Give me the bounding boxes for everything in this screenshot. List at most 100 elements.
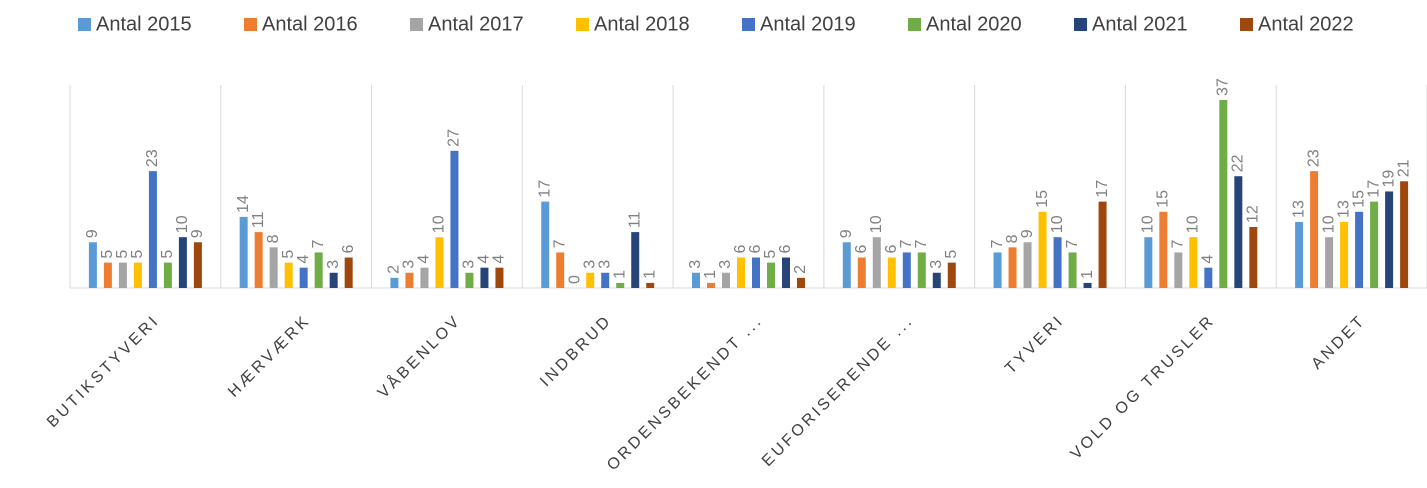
bar [902, 252, 911, 288]
legend-swatch [78, 18, 91, 31]
bar [1310, 171, 1319, 288]
legend-label: Antal 2021 [1092, 13, 1188, 35]
value-label: 4 [491, 255, 508, 264]
value-label: 23 [1305, 149, 1322, 167]
value-label: 7 [913, 239, 930, 248]
bar [541, 201, 550, 288]
value-label: 7 [551, 239, 568, 248]
x-tick-label: EUFORISERENDE ... [759, 312, 917, 470]
bar [1249, 227, 1258, 288]
value-label: 3 [596, 260, 613, 269]
value-label: 10 [1049, 215, 1066, 233]
value-label: 8 [265, 234, 282, 243]
bar [601, 272, 610, 288]
value-label: 15 [1034, 190, 1051, 208]
bar [435, 237, 444, 288]
value-label: 10 [174, 215, 191, 233]
x-tick-label: HÆRVÆRK [225, 312, 314, 401]
legend-label: Antal 2018 [594, 13, 690, 35]
value-label: 5 [159, 250, 176, 259]
bar [1295, 221, 1304, 288]
value-label: 17 [1094, 180, 1111, 198]
bar [797, 277, 805, 288]
value-label: 7 [1170, 239, 1187, 248]
value-label: 1 [1079, 270, 1096, 279]
value-label: 10 [868, 215, 885, 233]
bar [1098, 201, 1107, 288]
value-label: 12 [1245, 205, 1262, 223]
bar [193, 242, 202, 288]
value-label: 3 [717, 260, 734, 269]
bar [872, 237, 881, 288]
value-label: 22 [1230, 154, 1247, 172]
value-label: 5 [762, 250, 779, 259]
bar [495, 267, 504, 288]
bar [405, 272, 414, 288]
bar [1038, 211, 1047, 288]
value-label: 6 [340, 245, 357, 254]
bar [118, 262, 127, 288]
legend-swatch [410, 18, 423, 31]
value-label: 21 [1395, 159, 1412, 177]
value-label: 10 [1140, 215, 1157, 233]
bar [1325, 237, 1334, 288]
value-label: 13 [1290, 200, 1307, 218]
value-label: 3 [325, 260, 342, 269]
value-label: 4 [1200, 255, 1217, 264]
legend-swatch [244, 18, 257, 31]
value-label: 7 [989, 239, 1006, 248]
bar [239, 216, 248, 288]
value-label: 3 [461, 260, 478, 269]
bar [917, 252, 926, 288]
x-tick-label: INDBRUD [537, 312, 615, 390]
value-label: 1 [641, 270, 658, 279]
legend-swatch [576, 18, 589, 31]
x-tick-label: ORDENSBEKENDT ... [604, 312, 766, 474]
value-label: 7 [898, 239, 915, 248]
legend-label: Antal 2020 [926, 13, 1022, 35]
bar [1355, 211, 1364, 288]
legend-swatch [742, 18, 755, 31]
value-label: 11 [250, 211, 267, 228]
bar [887, 257, 896, 288]
value-label: 2 [792, 265, 809, 274]
value-label: 7 [1064, 239, 1081, 248]
bar [1053, 237, 1062, 288]
bar [1204, 267, 1213, 288]
bar [1400, 181, 1409, 288]
bar [103, 262, 112, 288]
value-label: 37 [1215, 78, 1232, 96]
bar [616, 282, 625, 288]
bar [178, 237, 187, 288]
value-label: 2 [386, 265, 403, 274]
bar [299, 267, 308, 288]
bar [420, 267, 429, 288]
value-label: 9 [1019, 229, 1036, 238]
value-label: 23 [144, 149, 161, 167]
legend-label: Antal 2019 [760, 13, 856, 35]
bar [692, 272, 700, 288]
legend-swatch [908, 18, 921, 31]
legend-label: Antal 2015 [96, 13, 192, 35]
bar [480, 267, 489, 288]
value-label: 4 [295, 255, 312, 264]
legend-label: Antal 2017 [428, 13, 524, 35]
value-label: 3 [687, 260, 704, 269]
bar [314, 252, 323, 288]
x-tick-label: BUTIKSTYVERI [44, 312, 163, 431]
x-tick-label: VOLD OG TRUSLER [1068, 312, 1219, 463]
bar [329, 272, 338, 288]
value-label: 9 [189, 229, 206, 238]
value-label: 4 [476, 255, 493, 264]
value-label: 6 [777, 245, 794, 254]
bar [1189, 237, 1198, 288]
bar [586, 272, 595, 288]
legend-swatch [1074, 18, 1087, 31]
bar [390, 277, 399, 288]
bar [1370, 201, 1379, 288]
bar [88, 242, 97, 288]
bar [947, 262, 956, 288]
bar [1174, 252, 1183, 288]
value-label: 6 [853, 245, 870, 254]
value-label: 17 [1365, 180, 1382, 198]
